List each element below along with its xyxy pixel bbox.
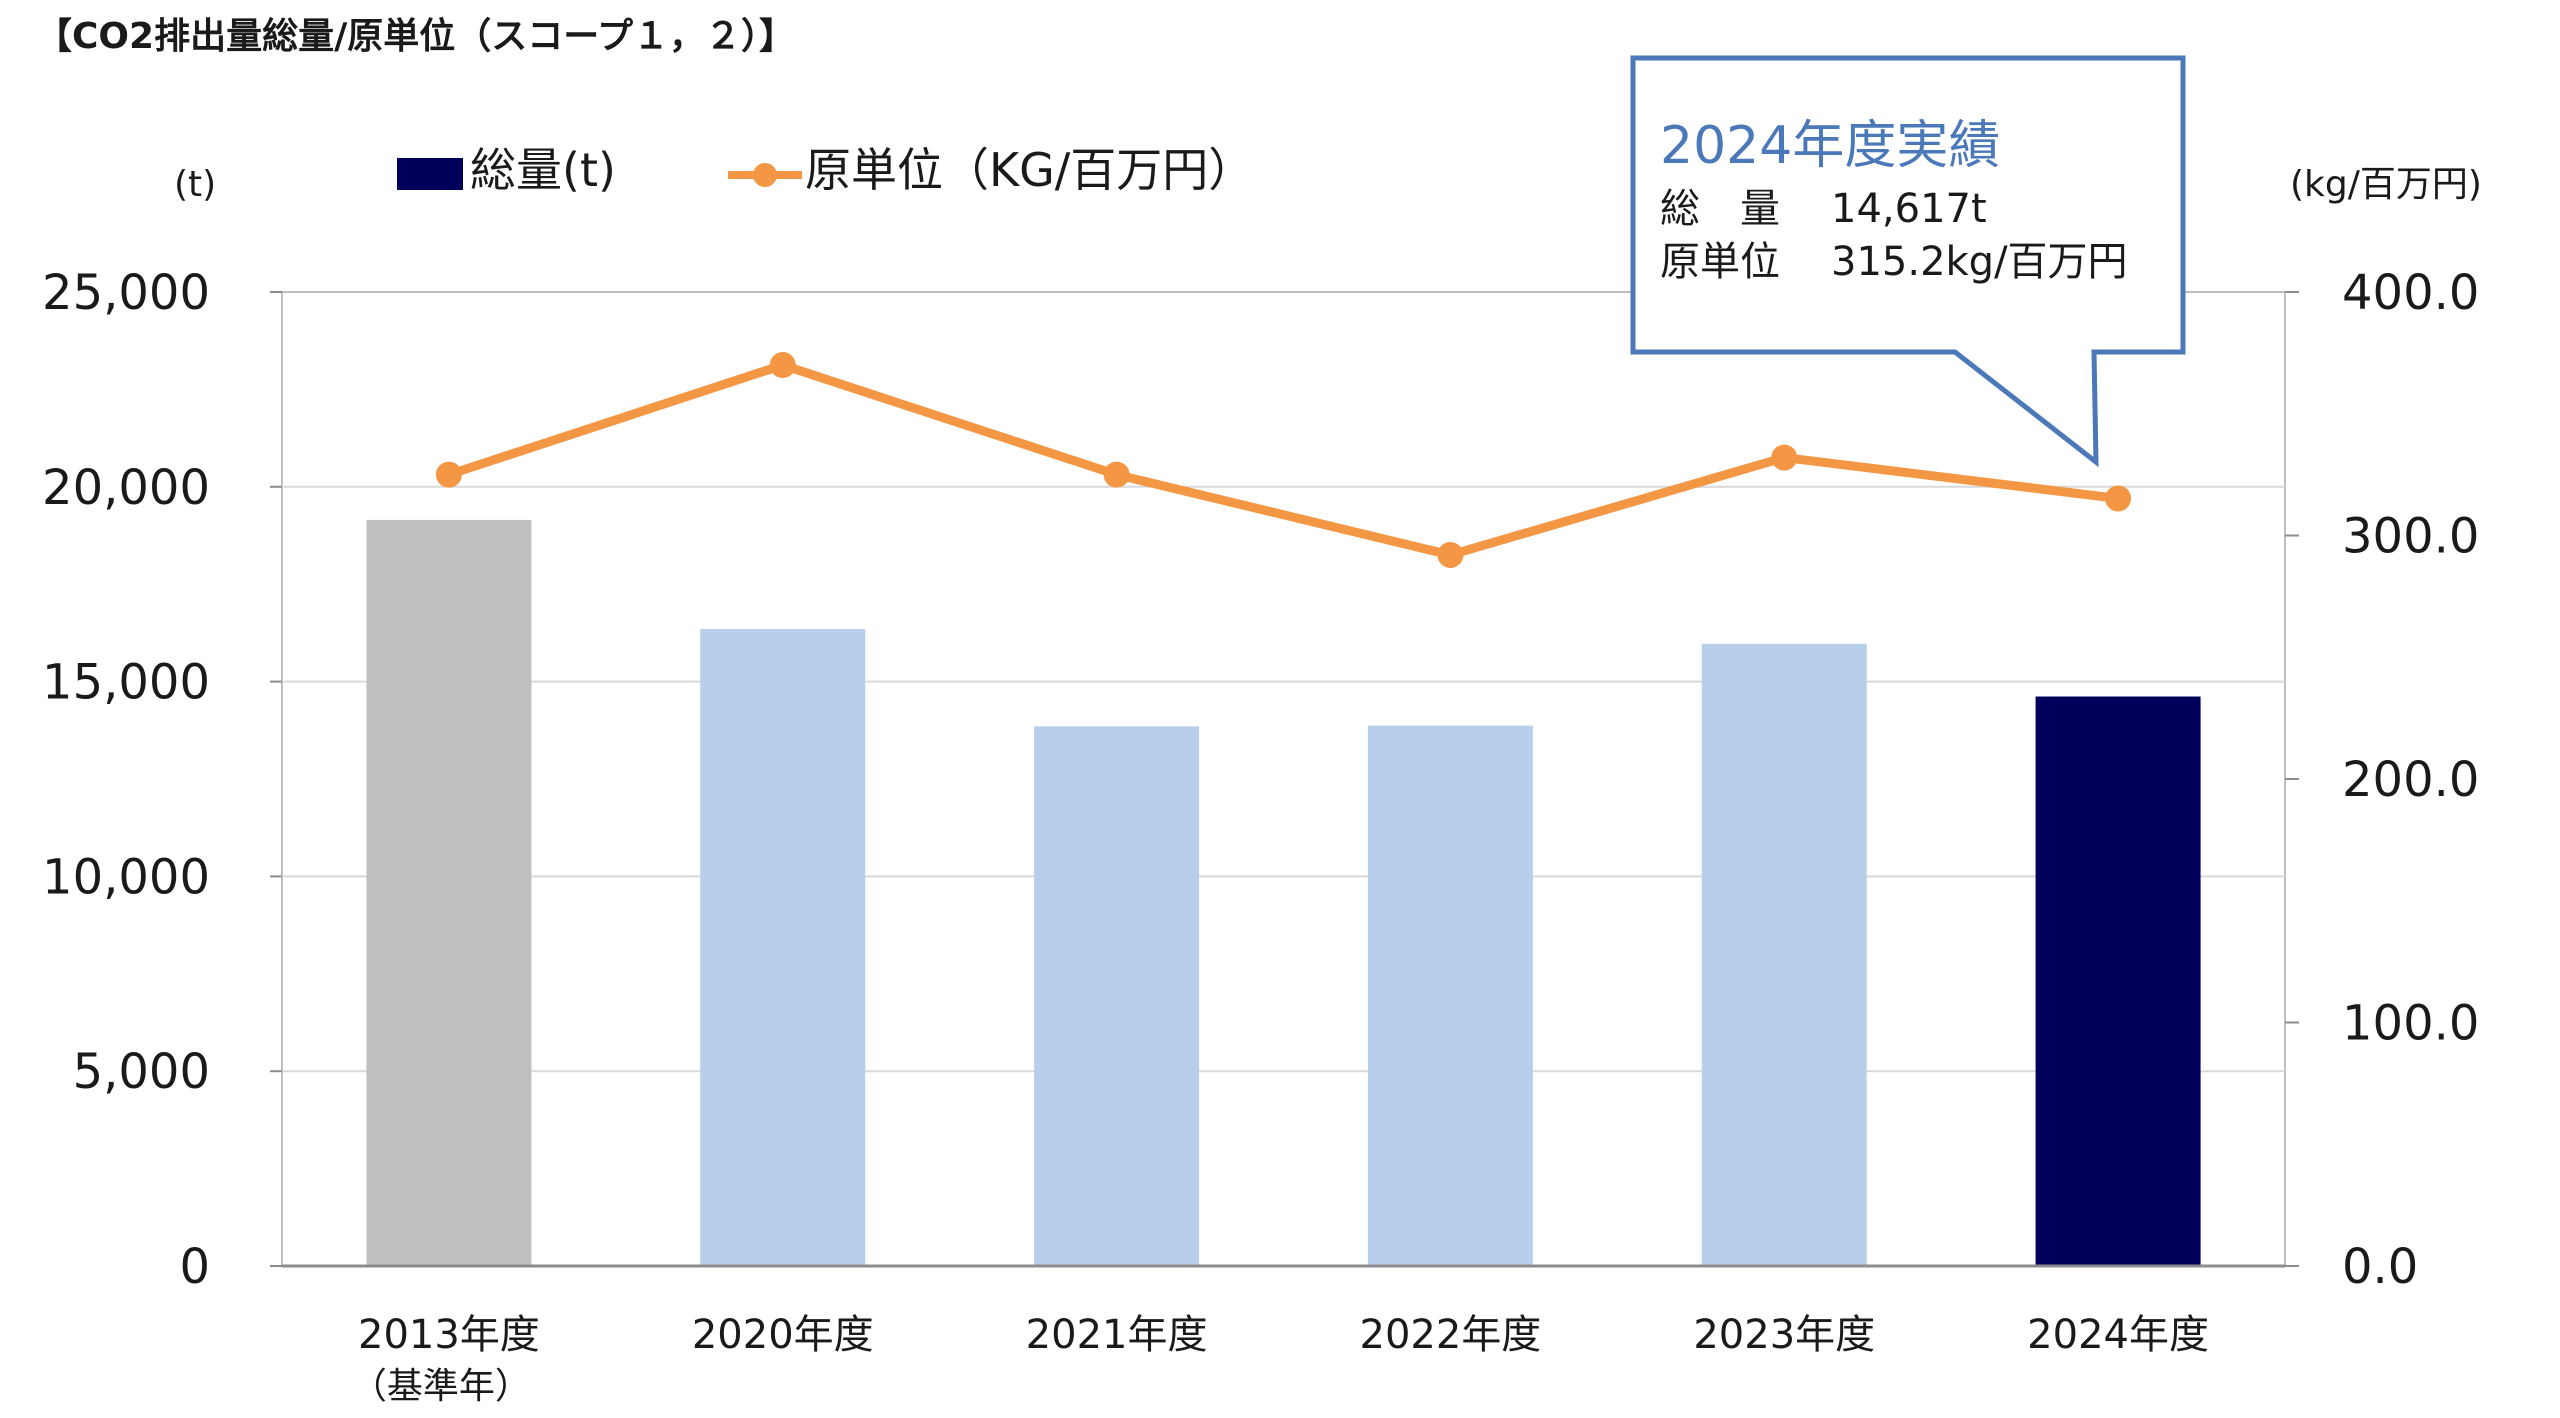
right-tick-label: 400.0 [2342,265,2479,321]
left-axis-unit: (t) [174,164,216,205]
intensity-point-2022年度 [1437,541,1464,568]
legend-marker-intensity [753,163,777,187]
intensity-point-2024年度 [2105,485,2132,512]
right-tick-label: 300.0 [2342,509,2479,565]
left-tick-label: 25,000 [42,265,210,321]
left-axis-ticks: 0 5,000 10,000 15,000 20,000 25,000 [42,265,282,1295]
right-axis-ticks: 0.0 100.0 200.0 300.0 400.0 [2285,265,2479,1295]
callout-total-label: 総 量 [1660,186,1780,232]
category-label: 2022年度 [1360,1312,1542,1358]
bar-2021年度 [1034,726,1200,1266]
left-tick-label: 15,000 [42,655,210,711]
left-tick-label: 0 [179,1239,210,1295]
intensity-point-2021年度 [1103,461,1130,488]
bar-series-total [366,519,2201,1266]
bar-2020年度 [700,629,866,1266]
intensity-point-2023年度 [1771,444,1798,471]
left-tick-label: 5,000 [73,1044,210,1100]
callout-2024: 2024年度実績 総 量 14,617t 原単位 315.2kg/百万円 [1630,55,2186,468]
line-series-intensity [435,352,2132,568]
left-tick-label: 10,000 [42,849,210,905]
intensity-point-2020年度 [769,352,796,379]
chart-title: 【CO2排出量総量/原単位（スコープ１，２）】 [36,16,795,57]
category-label: 2021年度 [1026,1312,1208,1358]
intensity-line [447,360,2119,560]
right-tick-label: 0.0 [2342,1239,2418,1295]
bar-2013年度 [366,519,532,1266]
intensity-point-2013年度 [435,461,462,488]
category-label: 2023年度 [1693,1312,1875,1358]
callout-intensity-value: 315.2kg/百万円 [1831,239,2128,285]
category-label: 2020年度 [692,1312,874,1358]
category-label: 2013年度 [358,1312,540,1358]
left-tick-label: 20,000 [42,460,210,516]
callout-intensity-label: 原単位 [1660,239,1780,285]
right-tick-label: 100.0 [2342,996,2479,1052]
right-tick-label: 200.0 [2342,752,2479,808]
bar-2022年度 [1367,725,1533,1266]
callout-box [1630,55,2186,468]
bar-2024年度 [2035,696,2201,1266]
category-sublabel: （基準年） [351,1366,531,1407]
category-label: 2024年度 [2027,1312,2209,1358]
legend-swatch-total [397,158,463,190]
callout-title: 2024年度実績 [1660,116,2000,176]
callout-total-value: 14,617t [1831,186,1987,232]
category-labels: 2013年度 （基準年） 2020年度 2021年度 2022年度 2023年度 2024年… [351,1312,2209,1407]
right-axis-unit: (kg/百万円) [2290,164,2482,205]
bar-2023年度 [1701,643,1867,1266]
gridlines [282,485,2285,1073]
legend-label-intensity: 原単位（KG/百万円） [805,143,1254,197]
plot-area-frame [281,291,2286,1267]
legend-label-total: 総量(t) [470,143,616,197]
